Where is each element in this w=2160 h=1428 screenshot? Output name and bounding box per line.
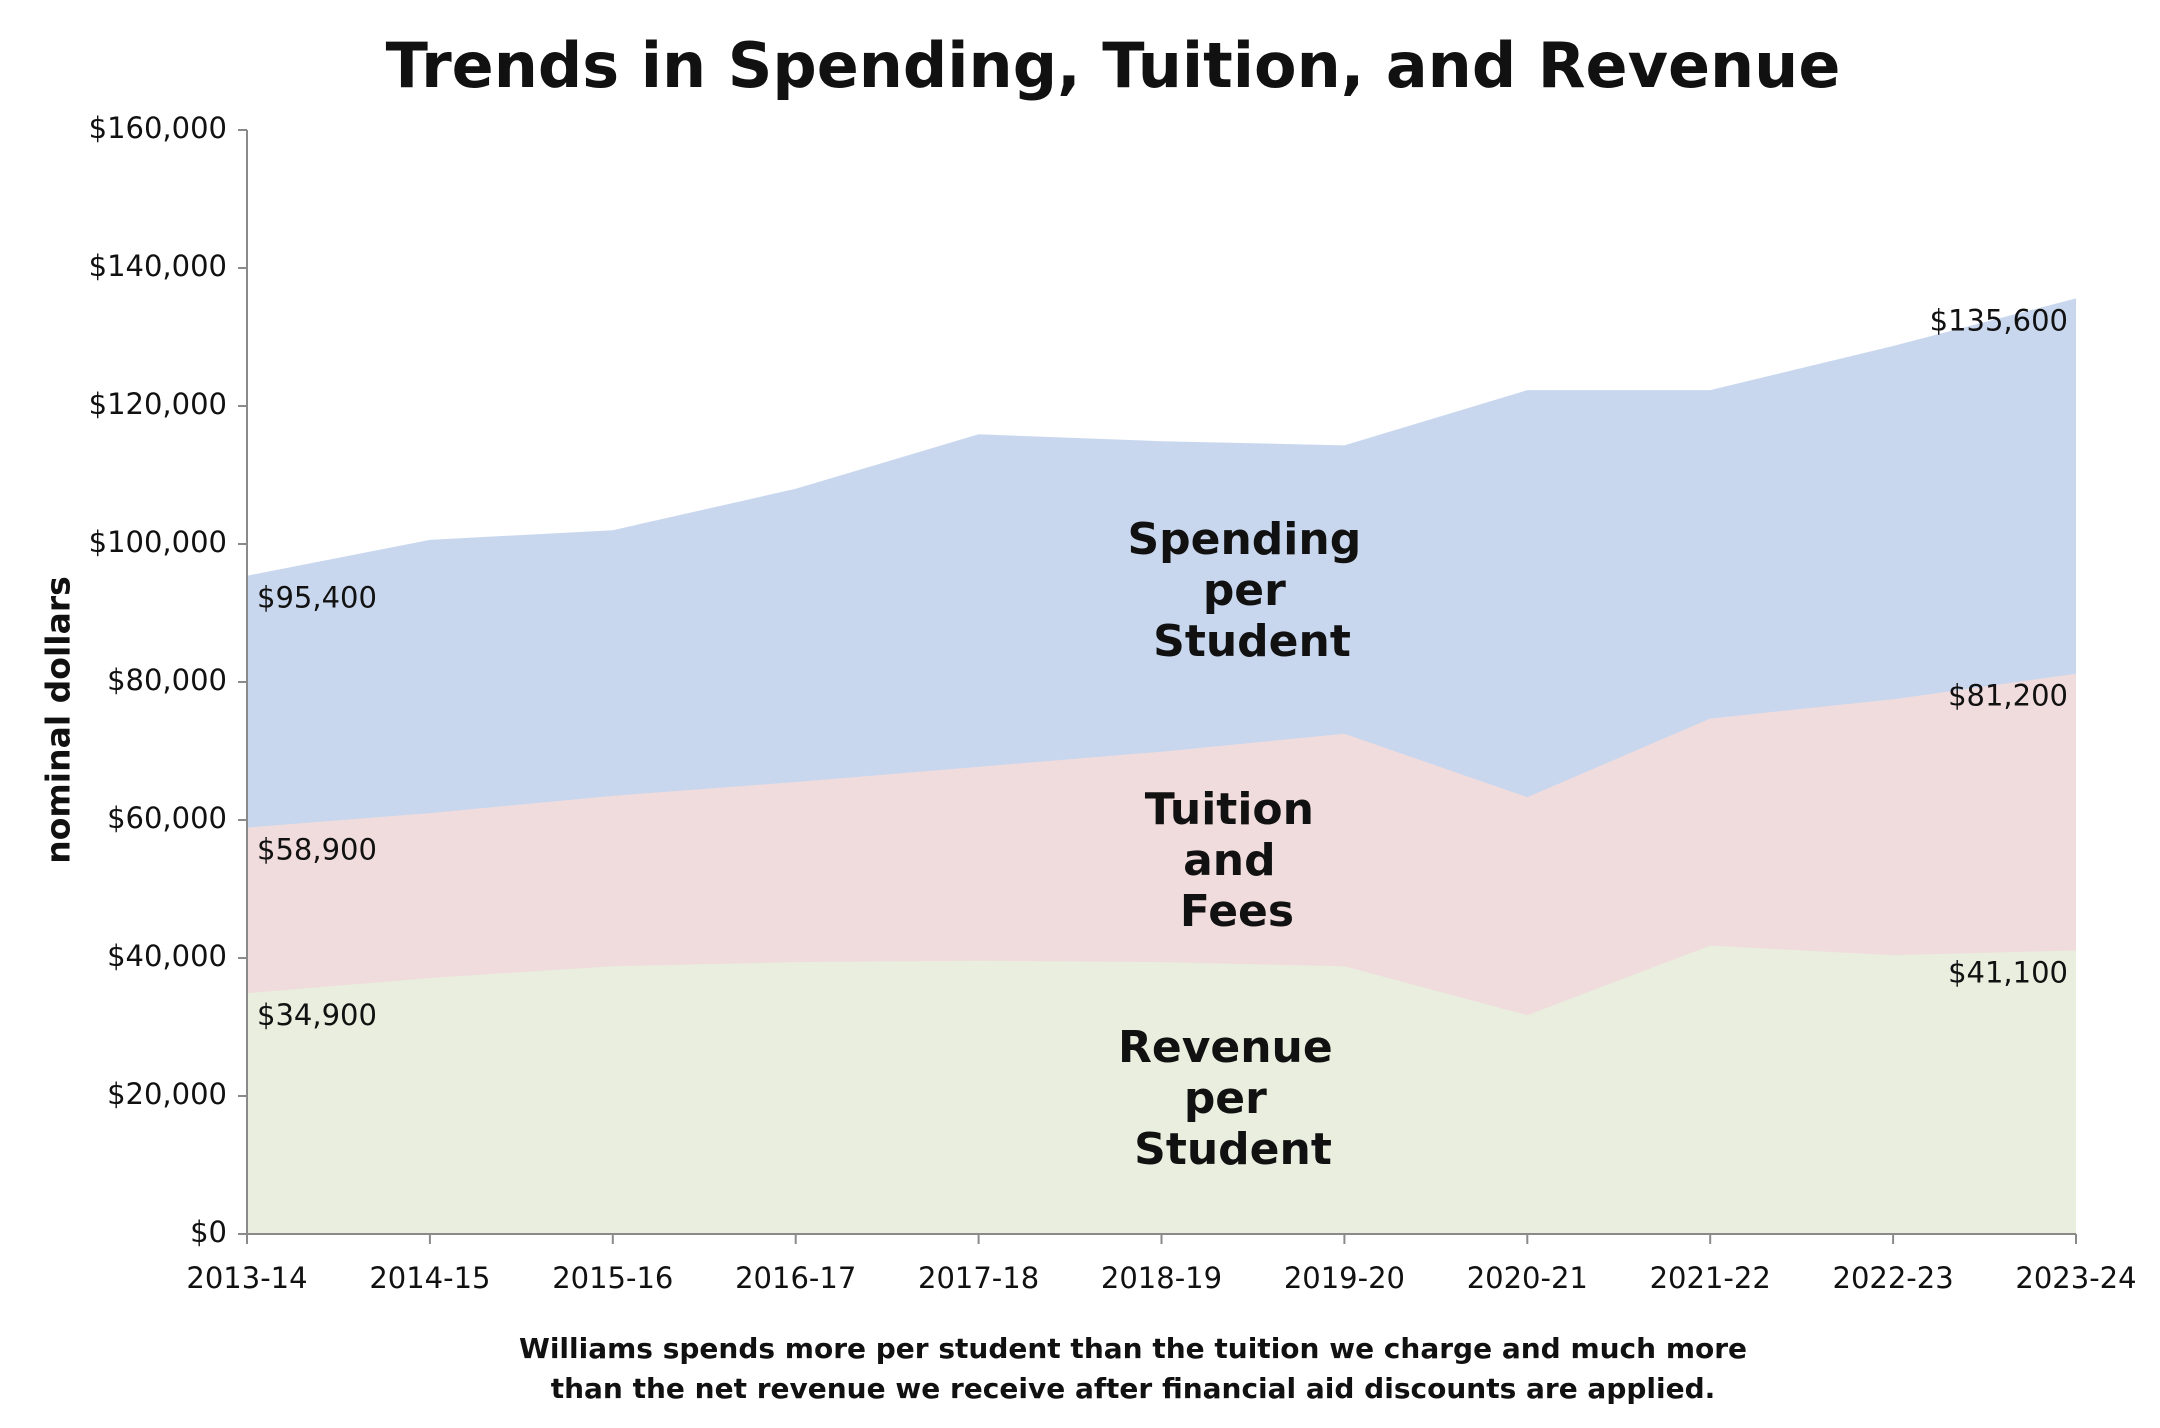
x-tick-label: 2022-23 bbox=[1833, 1261, 1954, 1295]
series-label: Tuition and Fees bbox=[1145, 784, 1330, 937]
y-tick-label: $120,000 bbox=[89, 387, 227, 421]
data-label: $135,600 bbox=[1930, 303, 2068, 337]
x-tick-label: 2021-22 bbox=[1650, 1261, 1771, 1295]
data-label: $34,900 bbox=[257, 998, 377, 1032]
chart-title: Trends in Spending, Tuition, and Revenue bbox=[386, 29, 1841, 102]
series-label: Spending per Student bbox=[1127, 514, 1376, 667]
y-tick-label: $60,000 bbox=[107, 801, 227, 835]
caption-line: than the net revenue we receive after fi… bbox=[551, 1372, 1716, 1405]
x-tick-label: 2016-17 bbox=[735, 1261, 856, 1295]
y-tick-label: $0 bbox=[190, 1215, 227, 1249]
caption-line: Williams spends more per student than th… bbox=[519, 1332, 1747, 1365]
data-label: $95,400 bbox=[257, 581, 377, 615]
data-label: $81,200 bbox=[1948, 679, 2068, 713]
x-tick-label: 2013-14 bbox=[186, 1261, 307, 1295]
y-axis-title: nominal dollars bbox=[39, 576, 78, 864]
x-tick-label: 2015-16 bbox=[552, 1261, 673, 1295]
y-tick-label: $40,000 bbox=[107, 939, 227, 973]
series-label: Revenue per Student bbox=[1118, 1022, 1348, 1175]
x-tick-label: 2019-20 bbox=[1284, 1261, 1405, 1295]
y-tick-label: $140,000 bbox=[89, 249, 227, 283]
x-tick-label: 2020-21 bbox=[1467, 1261, 1588, 1295]
y-tick-label: $80,000 bbox=[107, 663, 227, 697]
y-tick-label: $100,000 bbox=[89, 525, 227, 559]
data-label: $58,900 bbox=[257, 833, 377, 867]
x-tick-label: 2014-15 bbox=[369, 1261, 490, 1295]
y-tick-label: $160,000 bbox=[89, 111, 227, 145]
y-tick-label: $20,000 bbox=[107, 1077, 227, 1111]
data-label: $41,100 bbox=[1948, 955, 2068, 989]
x-tick-label: 2017-18 bbox=[918, 1261, 1039, 1295]
area bbox=[247, 945, 2076, 1234]
x-tick-label: 2018-19 bbox=[1101, 1261, 1222, 1295]
x-tick-label: 2023-24 bbox=[2015, 1261, 2136, 1295]
